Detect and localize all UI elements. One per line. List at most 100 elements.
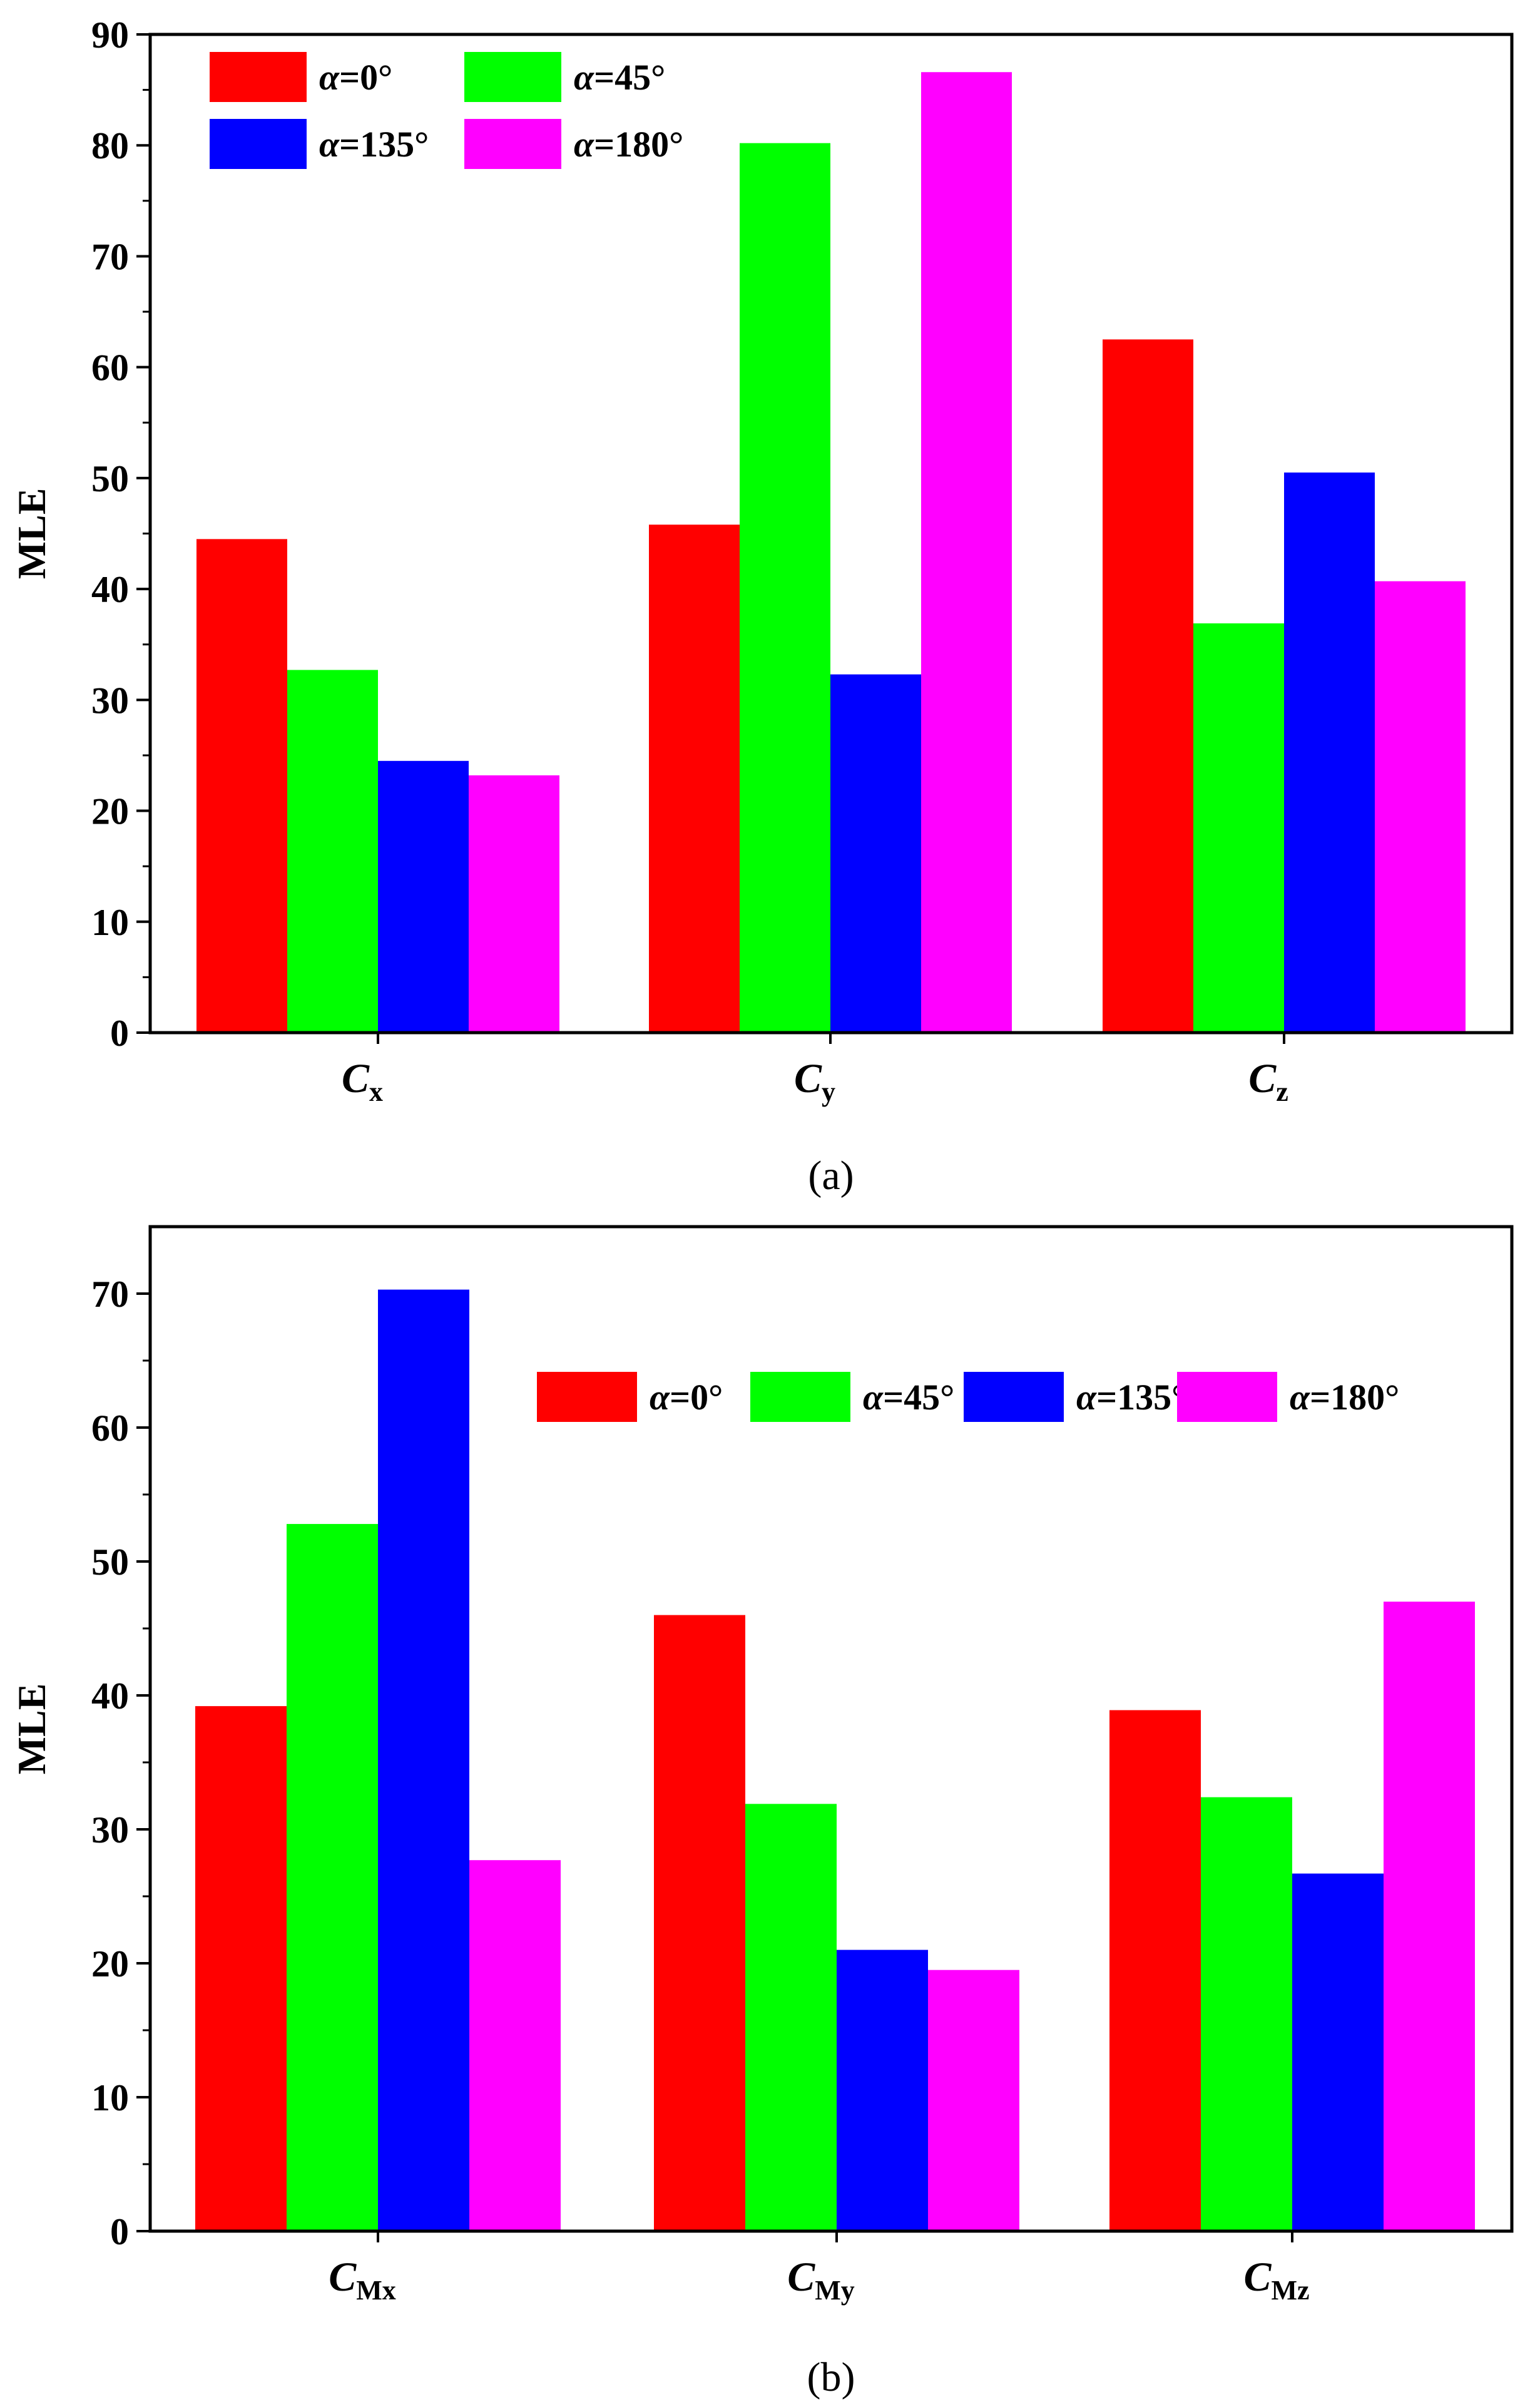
y-tick-label: 90	[91, 14, 129, 56]
bar-my-series-2	[837, 1950, 928, 2231]
bar-mx-series-0	[195, 1706, 287, 2231]
y-tick-label: 40	[91, 569, 129, 610]
x-tick-label-z: Cz	[1248, 1056, 1288, 1107]
x-tick-label-sub: My	[815, 2275, 855, 2306]
x-tick-label-sub: Mx	[356, 2275, 396, 2306]
bar-z-series-1	[1193, 623, 1284, 1033]
y-tick-label: 60	[91, 1408, 129, 1449]
x-tick-label-sub: x	[369, 1076, 383, 1107]
legend-label-value: =180°	[1310, 1377, 1399, 1418]
bar-y-series-3	[921, 72, 1012, 1033]
legend-swatch-1	[464, 52, 561, 102]
y-tick-label: 50	[91, 458, 129, 499]
legend-swatch-2	[964, 1372, 1064, 1422]
bar-my-series-1	[745, 1804, 837, 2231]
y-tick-label: 30	[91, 680, 129, 721]
x-tick-label-main: C	[1248, 1056, 1277, 1101]
bar-mz-series-2	[1292, 1873, 1384, 2231]
bar-z-series-2	[1284, 473, 1375, 1033]
x-tick-label-main: C	[342, 1056, 370, 1101]
legend-label-symbol: α	[319, 57, 340, 98]
legend-label-value: =180°	[594, 124, 683, 165]
y-tick-label: 30	[91, 1809, 129, 1851]
legend-label-2: α=135°	[1076, 1377, 1186, 1418]
x-tick-label-y: Cy	[794, 1056, 835, 1107]
x-tick-label-mz: CMz	[1243, 2254, 1309, 2306]
legend-label-symbol: α	[319, 124, 340, 165]
x-tick-label-main: C	[1243, 2254, 1272, 2300]
legend-label-symbol: α	[1076, 1377, 1097, 1418]
y-tick-label: 50	[91, 1541, 129, 1583]
legend-swatch-1	[750, 1372, 850, 1422]
bar-mz-series-3	[1384, 1602, 1475, 2231]
bar-mx-series-1	[287, 1524, 378, 2231]
legend-label-value: =0°	[670, 1377, 723, 1418]
legend-label-3: α=180°	[574, 124, 683, 165]
legend-label-2: α=135°	[319, 124, 429, 165]
x-tick-label-mx: CMx	[329, 2254, 396, 2306]
x-tick-label-sub: y	[822, 1076, 835, 1107]
x-tick-label-main: C	[794, 1056, 822, 1101]
x-tick-label-main: C	[787, 2254, 815, 2300]
bar-mx-series-2	[378, 1289, 469, 2231]
bar-y-series-0	[649, 524, 740, 1033]
plot-frame	[148, 1225, 1514, 2233]
x-tick-label-sub: z	[1276, 1076, 1288, 1107]
legend-label-symbol: α	[650, 1377, 670, 1418]
y-tick-label: 80	[91, 125, 129, 166]
bar-mz-series-0	[1109, 1710, 1201, 2231]
legend-label-value: =135°	[339, 124, 429, 165]
x-tick-label-main: C	[329, 2254, 357, 2300]
x-tick-label-x: Cx	[342, 1056, 383, 1107]
bar-x-series-3	[469, 775, 559, 1033]
legend-swatch-0	[537, 1372, 637, 1422]
bar-x-series-0	[196, 539, 287, 1033]
y-tick-label: 70	[91, 1274, 129, 1315]
legend-label-0: α=0°	[650, 1377, 723, 1418]
legend-swatch-2	[210, 119, 307, 169]
legend-label-symbol: α	[1290, 1377, 1310, 1418]
y-tick-label: 10	[91, 2077, 129, 2118]
legend-label-1: α=45°	[863, 1377, 954, 1418]
bar-y-series-2	[830, 674, 921, 1033]
y-tick-label: 10	[91, 902, 129, 943]
legend-label-symbol: α	[863, 1377, 884, 1418]
legend-label-value: =135°	[1096, 1377, 1186, 1418]
bar-mz-series-1	[1201, 1797, 1292, 2231]
legend-label-value: =45°	[883, 1377, 954, 1418]
panel-label: (b)	[807, 2354, 855, 2400]
bar-y-series-1	[740, 143, 830, 1033]
legend-label-value: =0°	[339, 57, 392, 98]
bar-z-series-3	[1375, 581, 1466, 1033]
bar-x-series-1	[287, 670, 378, 1033]
legend-label-0: α=0°	[319, 57, 392, 98]
legend-swatch-3	[464, 119, 561, 169]
y-tick-label: 0	[110, 1013, 129, 1054]
x-tick-label-my: CMy	[787, 2254, 855, 2306]
x-tick-label-sub: Mz	[1271, 2275, 1309, 2306]
y-tick-label: 20	[91, 1943, 129, 1985]
y-axis-title: MLE	[9, 488, 54, 580]
y-tick-label: 70	[91, 236, 129, 277]
legend-swatch-3	[1177, 1372, 1277, 1422]
y-tick-label: 0	[110, 2211, 129, 2252]
bar-mx-series-3	[469, 1860, 561, 2231]
legend-label-1: α=45°	[574, 57, 665, 98]
legend-label-value: =45°	[594, 57, 665, 98]
legend-label-3: α=180°	[1290, 1377, 1399, 1418]
legend-label-symbol: α	[574, 57, 594, 98]
y-tick-label: 60	[91, 347, 129, 389]
panel-label: (a)	[808, 1153, 854, 1198]
bar-my-series-0	[654, 1615, 745, 2231]
bar-x-series-2	[378, 760, 469, 1033]
bar-my-series-3	[928, 1970, 1019, 2231]
y-tick-label: 20	[91, 791, 129, 832]
y-tick-label: 40	[91, 1675, 129, 1717]
y-axis-title: MLE	[9, 1684, 54, 1775]
bar-z-series-0	[1103, 339, 1193, 1033]
legend-swatch-0	[210, 52, 307, 102]
legend-label-symbol: α	[574, 124, 594, 165]
